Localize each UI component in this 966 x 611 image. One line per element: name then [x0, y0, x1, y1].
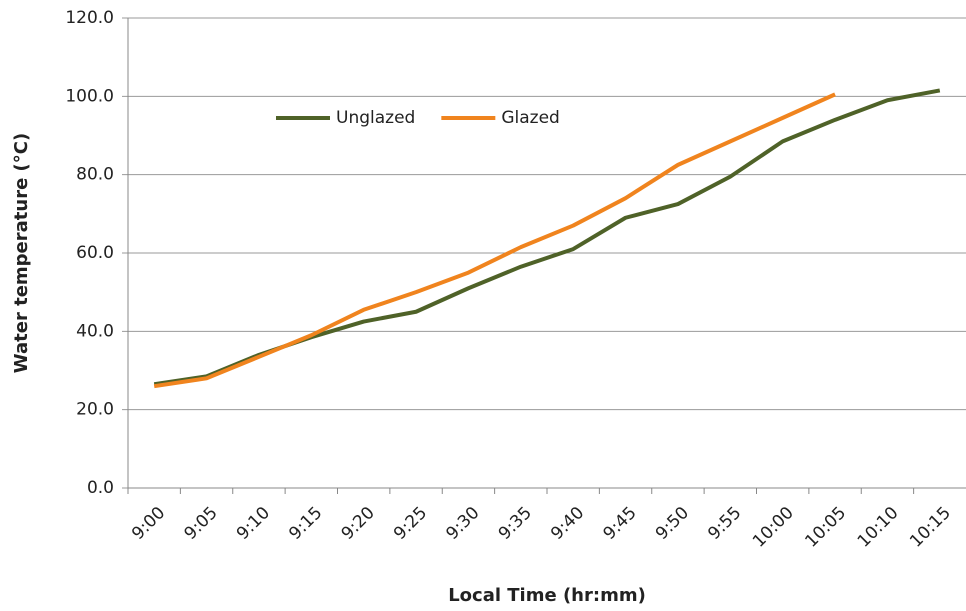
legend-label: Unglazed: [336, 108, 415, 128]
x-tick-label: 9:40: [547, 503, 588, 544]
x-tick-label: 9:20: [338, 503, 379, 544]
x-tick-label: 9:35: [495, 503, 536, 544]
x-tick-label: 9:55: [704, 503, 745, 544]
x-tick-label: 9:15: [285, 503, 326, 544]
line-series: [153, 92, 836, 389]
y-tick-label: 60.0: [76, 243, 114, 263]
y-tick-label: 20.0: [76, 400, 114, 420]
x-tick-label: 10:05: [801, 503, 850, 552]
y-axis-title: Water temperature (°C): [11, 133, 32, 373]
y-tick-label: 80.0: [76, 165, 114, 185]
x-tick-label: 9:25: [390, 503, 431, 544]
x-tick-label: 9:00: [128, 503, 169, 544]
legend-label: Glazed: [501, 108, 560, 128]
y-tick-label: 0.0: [87, 478, 114, 498]
x-tick-label: 9:10: [233, 503, 274, 544]
x-tick-label: 10:10: [854, 503, 903, 552]
y-tick-label: 40.0: [76, 321, 114, 341]
x-tick-label: 9:30: [442, 503, 483, 544]
y-tick-label: 100.0: [65, 86, 114, 106]
x-tick-label: 9:50: [652, 503, 693, 544]
x-tick-label: 10:00: [749, 503, 798, 552]
x-tick-label: 9:45: [599, 503, 640, 544]
x-tick-label: 9:05: [180, 503, 221, 544]
x-tick-label: 10:15: [906, 503, 955, 552]
x-axis-title: Local Time (hr:mm): [448, 585, 646, 606]
y-tick-label: 120.0: [65, 8, 114, 28]
